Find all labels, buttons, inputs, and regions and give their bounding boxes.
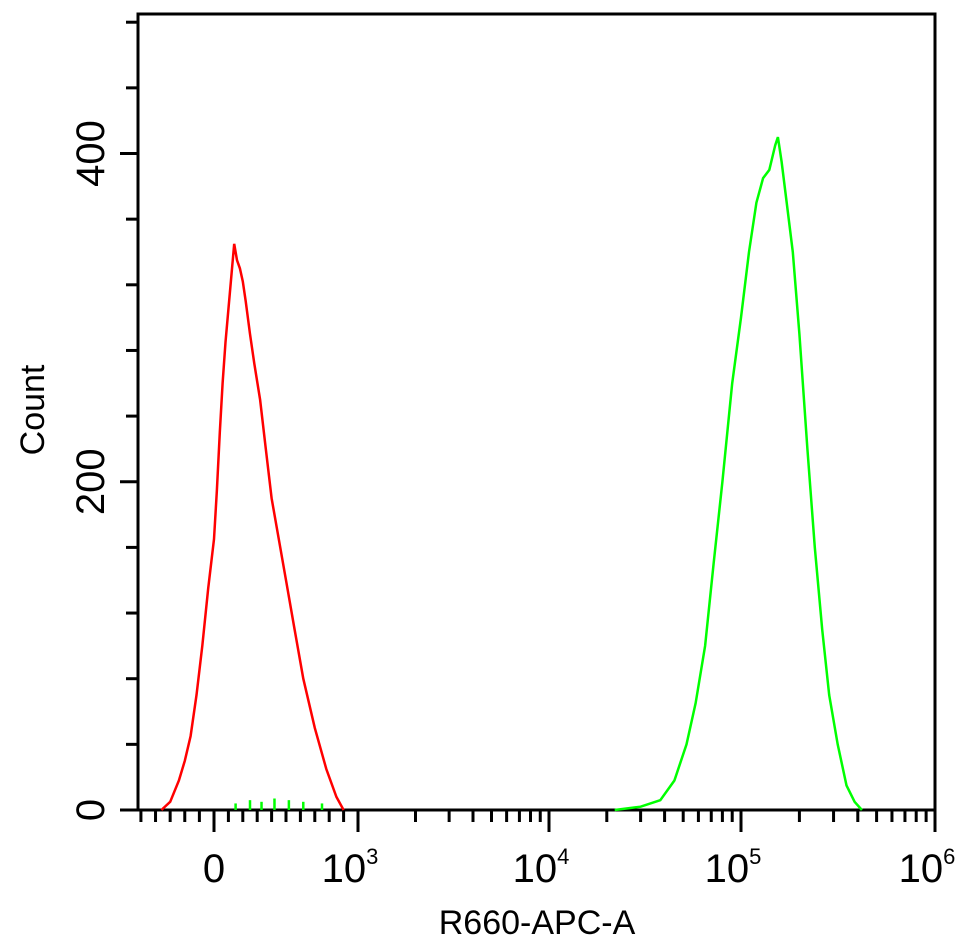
x-tick-exponent: 3	[366, 844, 378, 869]
histogram-series-layer	[160, 136, 863, 812]
x-tick-label: 104	[513, 844, 570, 891]
x-tick-base: 10	[705, 847, 750, 891]
y-axis-title: Count	[14, 364, 52, 455]
y-axis: 0 200 400	[69, 20, 138, 821]
x-tick-base: 10	[322, 847, 367, 891]
x-tick-base: 0	[203, 847, 225, 891]
x-tick-base: 10	[513, 847, 558, 891]
histogram-series-stained	[614, 136, 863, 812]
x-tick-exponent: 5	[749, 844, 761, 869]
y-tick-label: 0	[69, 799, 113, 821]
histogram-series-control	[160, 243, 345, 811]
plot-area	[136, 12, 937, 812]
x-tick-label: 105	[705, 844, 762, 891]
x-tick-base: 10	[899, 847, 944, 891]
y-tick-label: 200	[69, 448, 113, 515]
x-axis-title: R660-APC-A	[439, 904, 636, 941]
x-tick-exponent: 6	[943, 844, 955, 869]
x-tick-label: 106	[899, 844, 956, 891]
y-tick-label: 400	[69, 120, 113, 187]
x-tick-exponent: 4	[557, 844, 569, 869]
x-axis: 0 103 104 105 106	[138, 808, 956, 891]
x-tick-label: 103	[322, 844, 379, 891]
x-tick-label: 0	[203, 847, 225, 891]
plot-frame	[136, 12, 937, 812]
